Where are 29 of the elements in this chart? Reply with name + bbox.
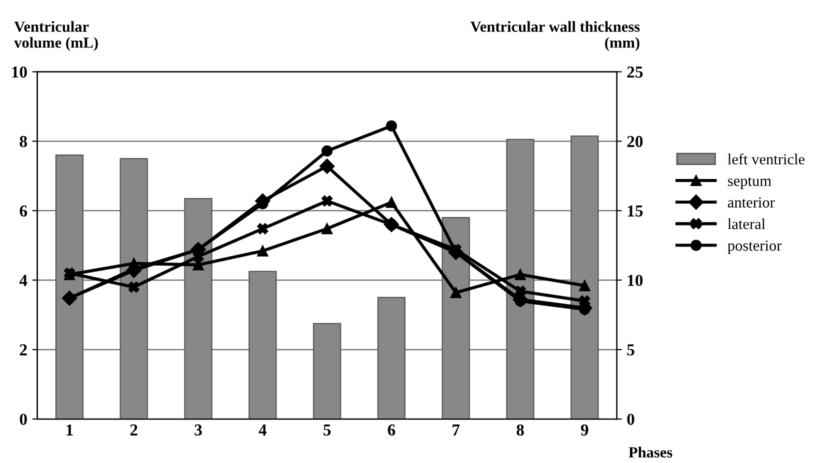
legend-label: anterior bbox=[728, 197, 775, 208]
y2-tick-label: 20 bbox=[627, 136, 643, 148]
y-axis-title: Ventricular volume (mL) bbox=[14, 21, 98, 51]
y2-tick-label: 25 bbox=[627, 66, 643, 78]
y-tick-label: 6 bbox=[20, 205, 28, 217]
y-tick-label: 8 bbox=[20, 136, 27, 148]
legend-label: lateral bbox=[728, 218, 766, 230]
x-tick-label: 4 bbox=[258, 424, 267, 436]
x-tick-label: 1 bbox=[66, 424, 73, 436]
y-tick-label: 10 bbox=[12, 66, 27, 78]
x-tick-label: 7 bbox=[452, 424, 460, 436]
y2-axis-title: Ventricular wall thickness (mm) bbox=[470, 21, 640, 51]
y2-tick-label: 15 bbox=[628, 205, 643, 217]
x-tick-label: 2 bbox=[130, 424, 138, 436]
y2-tick-label: 10 bbox=[628, 274, 643, 286]
y2-tick-label: 0 bbox=[627, 414, 634, 425]
legend-label: posterior bbox=[728, 240, 782, 254]
y2-tick-label: 5 bbox=[627, 344, 634, 356]
legend-label: septum bbox=[728, 177, 772, 190]
x-tick-label: 3 bbox=[194, 424, 202, 436]
x-tick-label: 8 bbox=[516, 424, 524, 436]
y-tick-label: 0 bbox=[20, 414, 27, 425]
x-axis-title: Phases bbox=[628, 446, 672, 458]
x-tick-label: 6 bbox=[388, 424, 396, 436]
y-tick-label: 4 bbox=[19, 274, 28, 286]
y-tick-label: 2 bbox=[20, 344, 27, 356]
x-tick-label: 5 bbox=[324, 424, 331, 436]
legend-label: left ventricle bbox=[728, 154, 804, 164]
x-tick-label: 9 bbox=[580, 424, 588, 436]
